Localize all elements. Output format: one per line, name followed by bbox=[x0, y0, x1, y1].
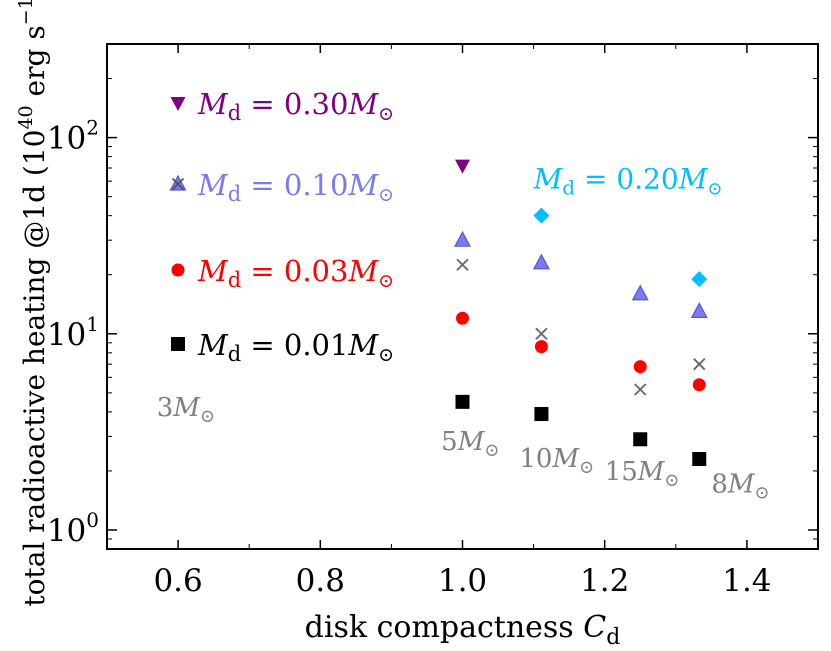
legend-marker bbox=[171, 177, 185, 191]
annotation-label: 10M⊙ bbox=[519, 444, 594, 478]
data-point-x bbox=[634, 383, 647, 396]
data-point-x bbox=[693, 358, 706, 371]
data-point-triangle-up bbox=[532, 253, 550, 270]
data-point-diamond bbox=[691, 271, 708, 288]
x-tick-label: 1.0 bbox=[438, 563, 487, 599]
annotation-label: 8M⊙ bbox=[711, 470, 769, 504]
data-point-x bbox=[456, 258, 469, 271]
legend-marker bbox=[170, 97, 186, 111]
legend-marker bbox=[171, 263, 185, 277]
legend-label: Md = 0.03M⊙ bbox=[197, 254, 394, 292]
data-point-square bbox=[455, 394, 470, 409]
y-tick-label: 101 bbox=[47, 312, 99, 353]
data-point-diamond bbox=[533, 207, 550, 224]
x-tick-label: 0.8 bbox=[296, 563, 345, 599]
data-point-circle bbox=[633, 360, 647, 374]
data-point-triangle-down bbox=[455, 159, 470, 174]
legend-label: Md = 0.01M⊙ bbox=[197, 328, 394, 366]
annotation-label: 15M⊙ bbox=[605, 457, 680, 491]
data-point-triangle-up bbox=[453, 230, 472, 247]
data-point-x bbox=[535, 327, 548, 340]
annotation-label: 3M⊙ bbox=[157, 393, 215, 427]
legend-label: Md = 0.30M⊙ bbox=[197, 87, 394, 125]
y-axis-label: total radioactive heating @1d (1040 erg … bbox=[15, 0, 51, 607]
annotation-label: Md = 0.20M⊙ bbox=[533, 163, 723, 200]
data-point-triangle-up bbox=[690, 302, 708, 319]
data-point-square bbox=[534, 407, 549, 422]
x-axis-label: disk compactness Cd bbox=[305, 610, 621, 646]
data-point-circle bbox=[456, 311, 469, 325]
y-tick-label: 100 bbox=[47, 508, 99, 549]
data-point-circle bbox=[534, 340, 548, 354]
data-point-triangle-up bbox=[631, 284, 649, 301]
data-point-square bbox=[633, 432, 648, 447]
data-point-square bbox=[692, 452, 707, 467]
annotation-label: 5M⊙ bbox=[441, 427, 499, 461]
data-point-circle bbox=[692, 378, 706, 392]
x-tick-label: 1.2 bbox=[580, 563, 629, 599]
y-tick-label: 102 bbox=[47, 116, 99, 157]
x-tick-label: 1.4 bbox=[722, 563, 771, 599]
legend-label: Md = 0.10M⊙ bbox=[197, 168, 394, 206]
legend-marker bbox=[171, 337, 185, 351]
x-tick-label: 0.6 bbox=[153, 563, 202, 599]
